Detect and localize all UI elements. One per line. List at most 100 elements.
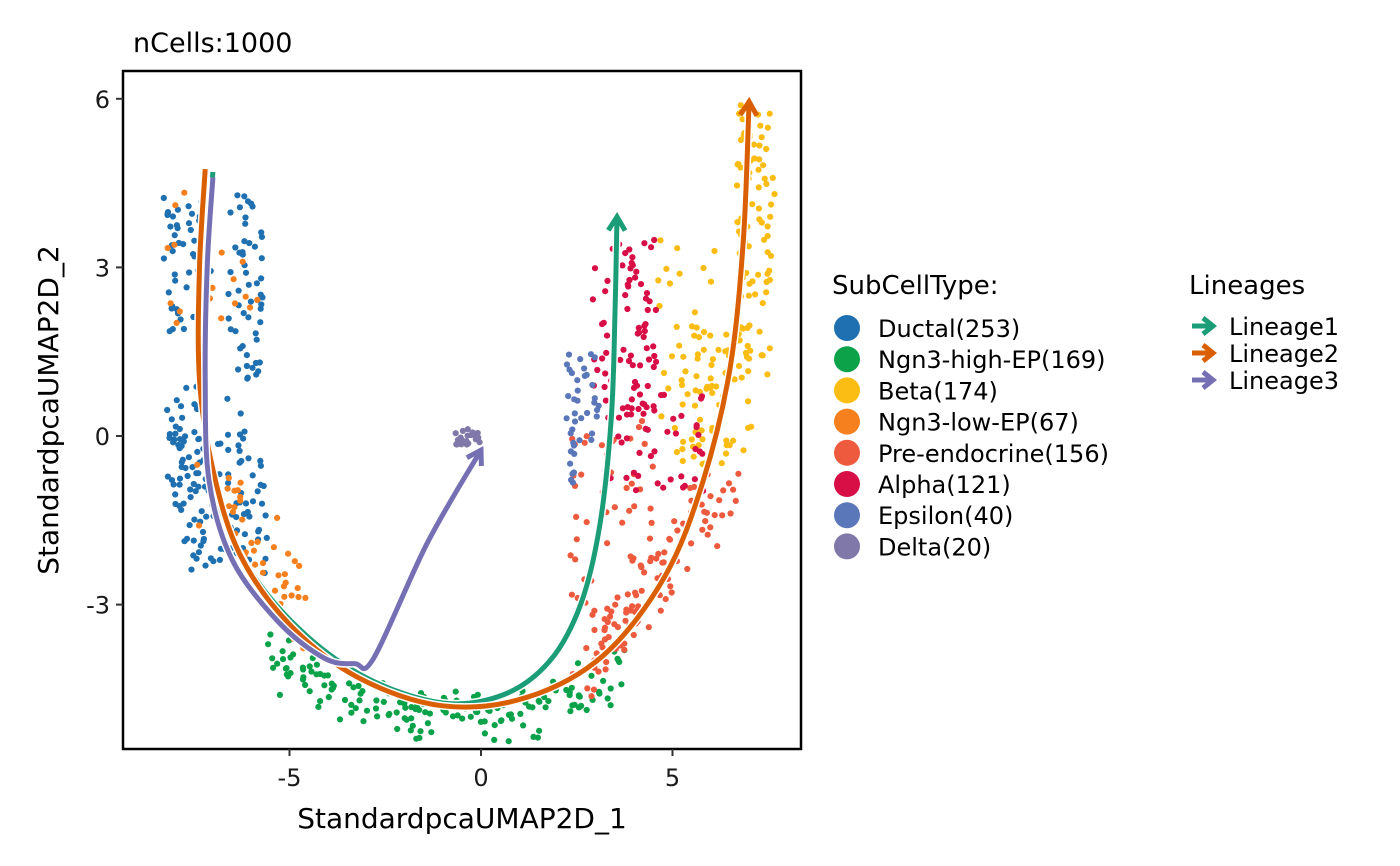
- data-point: [195, 483, 202, 490]
- data-point: [328, 686, 335, 693]
- data-point: [393, 709, 400, 716]
- data-point: [632, 274, 639, 281]
- data-point: [239, 343, 246, 350]
- data-point: [763, 289, 770, 296]
- data-point: [746, 322, 753, 329]
- data-point: [491, 722, 498, 729]
- data-point: [279, 648, 286, 655]
- data-point: [714, 543, 721, 550]
- data-point: [244, 374, 251, 381]
- legend-label: Ductal(253): [878, 315, 1020, 343]
- data-point: [679, 401, 686, 408]
- data-point: [604, 540, 611, 547]
- data-point: [247, 298, 254, 305]
- data-point: [170, 481, 177, 488]
- data-point: [637, 281, 645, 288]
- data-point: [657, 237, 664, 244]
- lineage-curve: [195, 101, 752, 710]
- data-point: [258, 255, 265, 262]
- data-point: [237, 497, 244, 504]
- data-point: [187, 486, 194, 493]
- data-point: [567, 460, 574, 467]
- data-point: [598, 640, 605, 647]
- data-point: [403, 716, 410, 723]
- data-point: [594, 366, 601, 374]
- data-point: [285, 550, 292, 557]
- data-point: [190, 480, 197, 488]
- data-point: [667, 583, 674, 590]
- data-point: [603, 659, 610, 666]
- data-point: [698, 427, 705, 434]
- data-point: [630, 469, 638, 476]
- data-point: [635, 324, 642, 331]
- y-tick-label: 6: [95, 86, 110, 114]
- data-point: [241, 193, 248, 200]
- data-point: [676, 342, 683, 349]
- data-point: [758, 219, 765, 226]
- data-point: [572, 556, 579, 563]
- data-point: [583, 519, 590, 526]
- data-point: [360, 718, 367, 725]
- legend-item: Lineage1: [1192, 313, 1339, 341]
- data-point: [614, 624, 622, 631]
- data-point: [172, 277, 179, 284]
- y-axis-ticks: -3 0 3 6: [86, 86, 123, 620]
- data-point: [638, 587, 645, 594]
- x-tick-label: 5: [665, 764, 680, 792]
- data-point: [254, 296, 261, 303]
- data-point: [459, 715, 466, 722]
- data-point: [660, 369, 668, 377]
- data-point: [232, 244, 239, 251]
- data-point: [574, 377, 581, 384]
- data-point: [591, 626, 598, 634]
- data-point: [700, 346, 707, 353]
- data-point: [626, 246, 633, 253]
- data-point: [270, 664, 277, 671]
- data-point: [249, 364, 256, 371]
- data-point: [178, 506, 185, 513]
- data-point: [348, 709, 355, 716]
- data-point: [638, 418, 646, 425]
- data-point: [452, 430, 459, 437]
- data-point: [164, 473, 171, 480]
- data-point: [700, 264, 707, 272]
- legend-item: Ngn3-low-EP(67): [834, 408, 1079, 437]
- data-point: [591, 399, 598, 406]
- data-point: [218, 315, 225, 322]
- data-point: [160, 194, 167, 202]
- data-point: [768, 201, 775, 208]
- data-point: [699, 526, 706, 533]
- data-point: [262, 512, 269, 519]
- data-point: [628, 411, 635, 418]
- data-point: [315, 703, 322, 711]
- data-point: [719, 512, 726, 519]
- chart-title: nCells:1000: [133, 28, 292, 59]
- data-point: [359, 688, 366, 695]
- data-point: [195, 436, 202, 443]
- data-point: [737, 102, 744, 109]
- data-point: [715, 346, 722, 353]
- legend-item: Delta(20): [834, 533, 991, 561]
- data-point: [651, 352, 658, 360]
- data-point: [171, 241, 178, 248]
- data-point: [626, 507, 633, 514]
- data-point: [574, 387, 581, 394]
- data-point: [257, 457, 264, 464]
- data-point: [631, 503, 638, 510]
- data-point: [457, 434, 464, 441]
- data-point: [645, 356, 653, 363]
- data-point: [637, 362, 644, 369]
- data-point: [467, 713, 474, 720]
- data-point: [758, 352, 765, 359]
- data-point: [578, 471, 585, 478]
- data-point: [189, 464, 196, 471]
- data-point: [464, 432, 471, 439]
- data-point: [591, 607, 598, 614]
- legend-item: Epsilon(40): [834, 502, 1013, 530]
- data-point: [248, 539, 255, 547]
- data-point: [536, 727, 543, 734]
- data-point: [571, 410, 578, 417]
- data-point: [725, 480, 733, 487]
- data-point: [684, 391, 691, 398]
- data-point: [635, 405, 642, 413]
